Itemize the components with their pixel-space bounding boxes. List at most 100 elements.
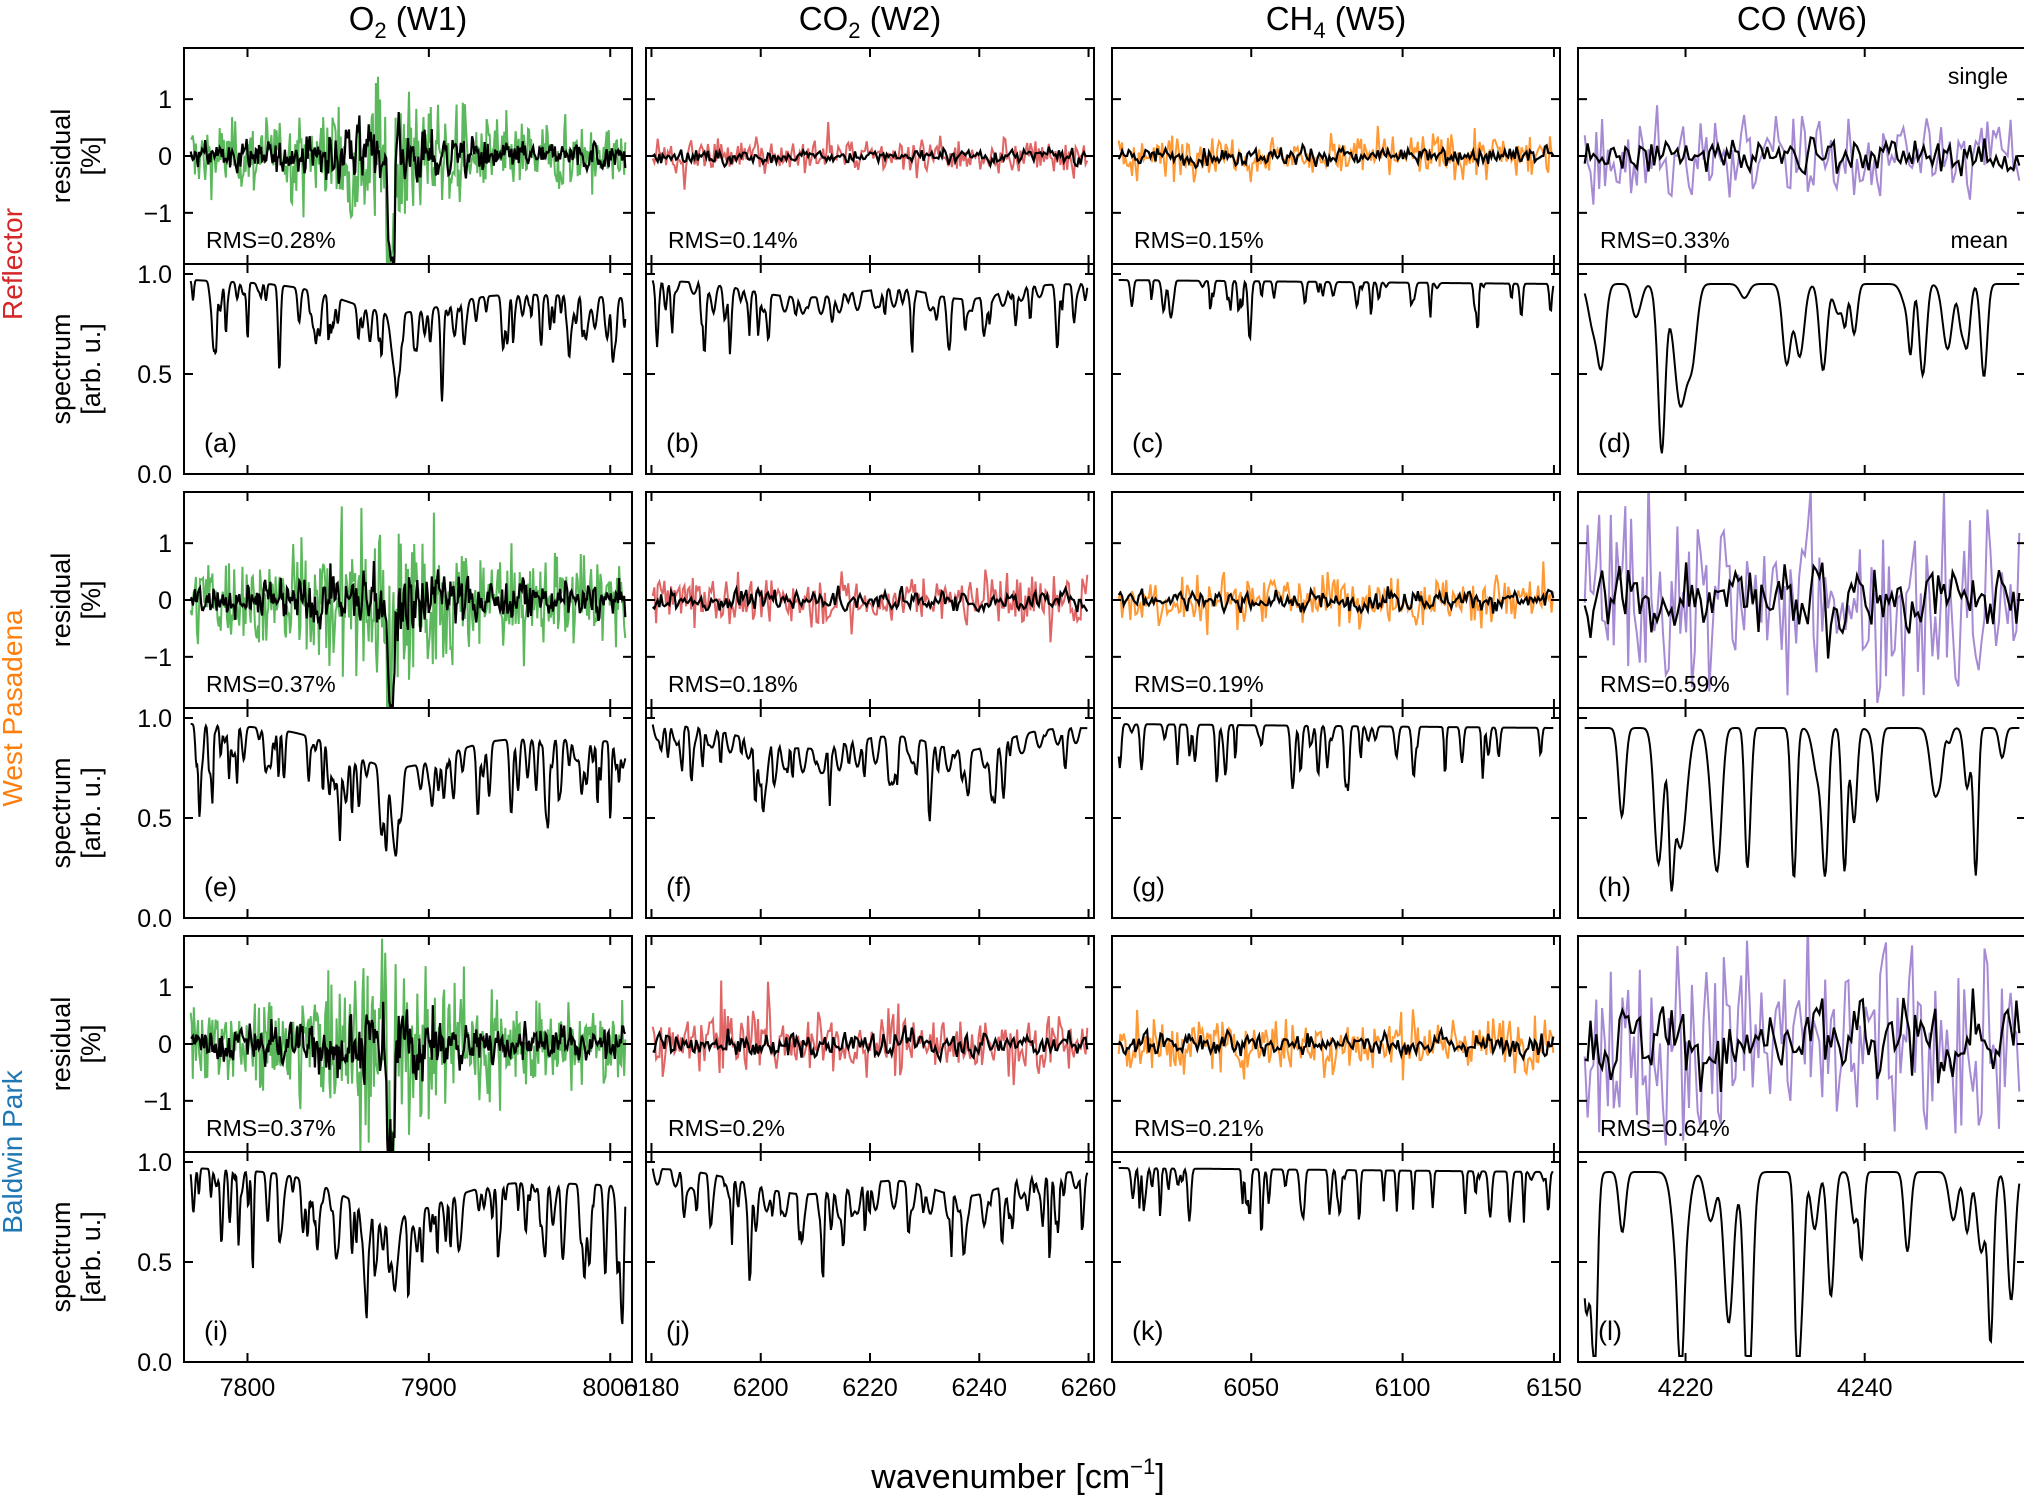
y-tick-label: −1 bbox=[143, 644, 172, 672]
spectrum-axes-frame bbox=[183, 1151, 633, 1363]
spectrum-line bbox=[651, 1167, 1089, 1281]
spectrum-line bbox=[1117, 723, 1554, 791]
column-title-1: O2 (W1) bbox=[349, 0, 468, 43]
panel-g: RMS=0.19% (g) bbox=[1111, 491, 1561, 919]
x-tick-label: 6100 bbox=[1375, 1374, 1431, 1402]
residual-y-label: residual[%] bbox=[46, 109, 106, 204]
rms-annotation: RMS=0.37% bbox=[206, 671, 336, 697]
single-residual-line bbox=[651, 980, 1089, 1086]
y-tick-label: −1 bbox=[143, 1088, 172, 1116]
mean-residual-line bbox=[1117, 141, 1555, 170]
spectrum-axes-frame bbox=[183, 263, 633, 475]
rms-annotation: RMS=0.19% bbox=[1134, 671, 1264, 697]
y-tick-label: 0 bbox=[158, 587, 172, 615]
mean-residual-line bbox=[1117, 586, 1555, 616]
mean-residual-line bbox=[189, 112, 627, 264]
mean-residual-line bbox=[652, 145, 1088, 170]
panel-b: RMS=0.14% (b) bbox=[645, 47, 1095, 475]
y-tick-label: 0 bbox=[158, 143, 172, 171]
row-label-2: West Pasadena bbox=[0, 609, 28, 807]
spectrum-line bbox=[651, 724, 1088, 822]
y-tick-label: 0.0 bbox=[137, 461, 172, 489]
single-residual-line bbox=[1583, 492, 2021, 703]
column-titles: O2 (W1) CO2 (W2) CH4 (W5) CO (W6) bbox=[349, 0, 1867, 43]
spectrum-axes-frame bbox=[1111, 707, 1561, 919]
spectrum-y-label: spectrum[arb. u.] bbox=[46, 313, 106, 424]
rms-annotation: RMS=0.18% bbox=[668, 671, 798, 697]
spectrum-line bbox=[1118, 1166, 1554, 1231]
column-title-3: CH4 (W5) bbox=[1266, 0, 1407, 43]
rms-annotation: RMS=0.14% bbox=[668, 227, 798, 253]
spectrum-line bbox=[1118, 279, 1555, 342]
x-tick-label: 6150 bbox=[1526, 1374, 1582, 1402]
panel-label: (a) bbox=[204, 428, 237, 458]
row-label-1: Reflector bbox=[0, 208, 28, 320]
rms-annotation: RMS=0.21% bbox=[1134, 1115, 1264, 1141]
panel-c: RMS=0.15% (c) bbox=[1111, 47, 1561, 475]
panel-label: (f) bbox=[666, 872, 691, 902]
panel-l: RMS=0.64% 4220 4240 (l) bbox=[1577, 935, 2024, 1402]
rms-annotation: RMS=0.37% bbox=[206, 1115, 336, 1141]
x-tick-label: 6240 bbox=[951, 1374, 1007, 1402]
y-tick-label: 0.5 bbox=[137, 361, 172, 389]
spectrum-axes-frame bbox=[1577, 707, 2024, 919]
panel-label: (e) bbox=[204, 872, 237, 902]
mean-residual-line bbox=[652, 1025, 1089, 1064]
rms-annotation: RMS=0.33% bbox=[1600, 227, 1730, 253]
x-axis-label: wavenumber [cm−1] bbox=[870, 1454, 1164, 1496]
y-tick-label: 1.0 bbox=[137, 261, 172, 289]
panel-a: 1 0 −1 RMS=0.28% residual[%] 1.0 0.5 0.0 (a) spec… bbox=[46, 47, 633, 489]
single-residual-line bbox=[651, 569, 1089, 643]
rms-annotation: RMS=0.2% bbox=[668, 1115, 785, 1141]
panel-label: (g) bbox=[1132, 872, 1165, 902]
panel-label: (b) bbox=[666, 428, 699, 458]
spectrum-line bbox=[1583, 283, 2020, 454]
y-tick-label: 1.0 bbox=[137, 705, 172, 733]
x-tick-label: 6200 bbox=[733, 1374, 789, 1402]
column-title-2: CO2 (W2) bbox=[799, 0, 941, 43]
panel-label: (l) bbox=[1598, 1316, 1622, 1346]
spectrum-axes-frame bbox=[1577, 263, 2024, 475]
panel-label: (h) bbox=[1598, 872, 1631, 902]
panel-label: (k) bbox=[1132, 1316, 1163, 1346]
residual-y-label: residual[%] bbox=[46, 997, 106, 1092]
mean-residual-line bbox=[189, 561, 627, 708]
spectrum-axes-frame bbox=[1111, 1151, 1561, 1363]
rms-annotation: RMS=0.15% bbox=[1134, 227, 1264, 253]
spectrum-line bbox=[1584, 727, 2020, 892]
mean-residual-line bbox=[1583, 136, 2021, 177]
column-title-4: CO (W6) bbox=[1737, 0, 1867, 37]
spectrum-line bbox=[189, 279, 627, 402]
panel-i: 1 0 −1 RMS=0.37% residual[%] 1.0 0.5 0.0 7800 790… bbox=[46, 935, 638, 1402]
mean-residual-line bbox=[190, 1001, 627, 1152]
spectrum-axes-frame bbox=[183, 707, 633, 919]
legend-single: single bbox=[1948, 63, 2008, 89]
y-tick-label: 1 bbox=[158, 530, 172, 558]
spectrum-axes-frame bbox=[1577, 1151, 2024, 1363]
rms-annotation: RMS=0.28% bbox=[206, 227, 336, 253]
y-tick-label: 1 bbox=[158, 86, 172, 114]
residual-y-label: residual[%] bbox=[46, 553, 106, 648]
x-tick-label: 6180 bbox=[624, 1374, 680, 1402]
mean-residual-line bbox=[1118, 1025, 1555, 1062]
y-tick-label: 0.5 bbox=[137, 1249, 172, 1277]
single-residual-line bbox=[1583, 105, 2021, 205]
spectrum-y-label: spectrum[arb. u.] bbox=[46, 757, 106, 868]
row-labels: Reflector West Pasadena Baldwin Park bbox=[0, 208, 28, 1234]
spectrum-line bbox=[651, 279, 1089, 355]
spectrum-y-label: spectrum[arb. u.] bbox=[46, 1201, 106, 1312]
x-tick-label: 6050 bbox=[1223, 1374, 1279, 1402]
panel-label: (i) bbox=[204, 1316, 228, 1346]
panels: 1 0 −1 RMS=0.28% residual[%] 1.0 0.5 0.0 (a) spec… bbox=[46, 47, 2024, 1402]
panel-k: RMS=0.21% 6050 6100 6150 (k) bbox=[1111, 935, 1582, 1402]
row-label-3: Baldwin Park bbox=[0, 1069, 28, 1233]
legend-mean: mean bbox=[1950, 227, 2008, 253]
spectrum-line bbox=[190, 722, 627, 857]
mean-residual-line bbox=[651, 584, 1089, 615]
spectrum-line bbox=[1583, 1171, 2021, 1357]
y-tick-label: −1 bbox=[143, 200, 172, 228]
x-tick-label: 4220 bbox=[1658, 1374, 1714, 1402]
panel-j: RMS=0.2% 6180 6200 6220 6240 6260 (j) bbox=[624, 935, 1116, 1402]
